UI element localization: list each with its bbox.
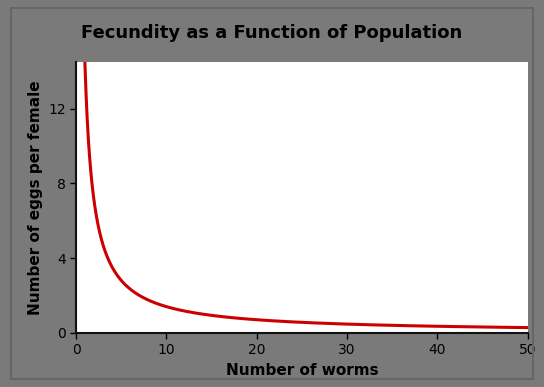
Text: Fecundity as a Function of Population: Fecundity as a Function of Population (82, 24, 462, 42)
X-axis label: Number of worms: Number of worms (226, 363, 378, 378)
Y-axis label: Number of eggs per female: Number of eggs per female (28, 80, 42, 315)
